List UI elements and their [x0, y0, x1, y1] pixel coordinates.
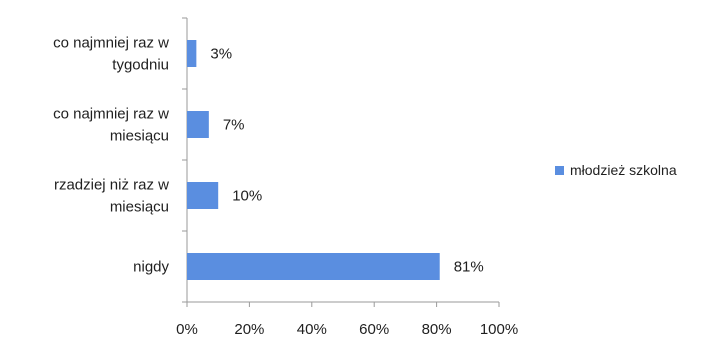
bar: [187, 40, 197, 67]
x-tick-label: 40%: [297, 321, 327, 338]
legend-label: młodzież szkolna: [570, 162, 677, 178]
bar: [187, 111, 209, 138]
category-label: co najmniej raz w miesiącu: [53, 106, 169, 145]
x-tick-label: 60%: [359, 321, 389, 338]
data-label: 10%: [232, 188, 262, 205]
category-label-line: co najmniej raz w: [53, 106, 169, 123]
x-tick-label: 0%: [176, 321, 198, 338]
x-tick-label: 20%: [234, 321, 264, 338]
category-label-line: co najmniej raz w: [53, 35, 169, 52]
category-label: rzadziej niż raz w miesiącu: [54, 177, 169, 216]
data-label: 81%: [454, 259, 484, 276]
category-label: nigdy: [133, 259, 169, 276]
x-tick-label: 80%: [422, 321, 452, 338]
category-label: co najmniej raz w tygodniu: [53, 35, 169, 74]
data-label: 7%: [223, 117, 245, 134]
x-tick-label: 100%: [480, 321, 518, 338]
bar: [187, 253, 440, 280]
category-label-line: tygodniu: [112, 57, 169, 74]
legend: młodzież szkolna: [555, 162, 677, 178]
legend-swatch: [555, 165, 564, 175]
category-label-line: nigdy: [133, 259, 169, 276]
category-label-line: rzadziej niż raz w: [54, 177, 169, 194]
bar: [187, 182, 219, 209]
data-label: 3%: [210, 46, 232, 63]
category-label-line: miesiącu: [110, 199, 169, 216]
category-label-line: miesiącu: [110, 128, 169, 145]
